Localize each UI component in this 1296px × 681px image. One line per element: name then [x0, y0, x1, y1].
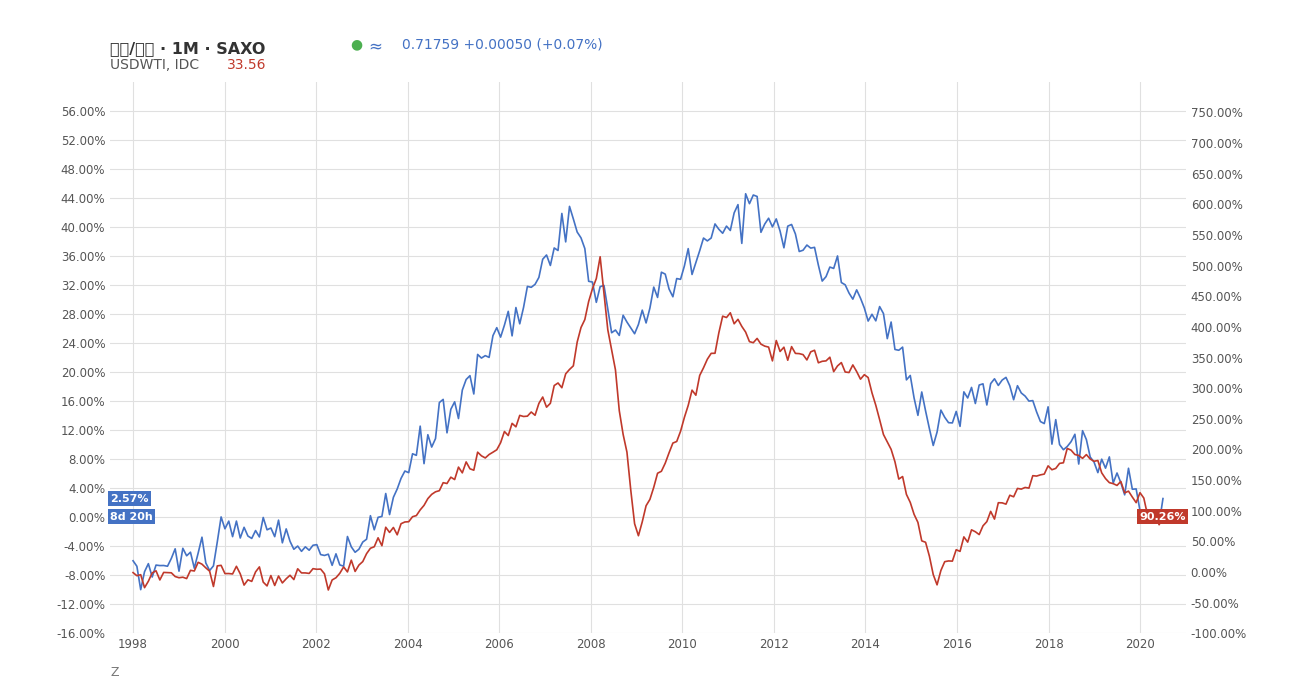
Text: 0.71759 +0.00050 (+0.07%): 0.71759 +0.00050 (+0.07%): [402, 37, 603, 52]
Text: 2.57%: 2.57%: [110, 494, 149, 503]
Text: 8d 20h: 8d 20h: [110, 511, 153, 522]
Text: ●: ●: [350, 37, 362, 52]
Text: 90.26%: 90.26%: [1139, 511, 1186, 522]
Text: 33.56: 33.56: [227, 58, 266, 72]
Text: 加元/美元 · 1M · SAXO: 加元/美元 · 1M · SAXO: [110, 41, 266, 56]
Text: ≈: ≈: [368, 37, 382, 55]
Text: USDWTI, IDC: USDWTI, IDC: [110, 58, 200, 72]
Text: Z: Z: [110, 667, 119, 680]
